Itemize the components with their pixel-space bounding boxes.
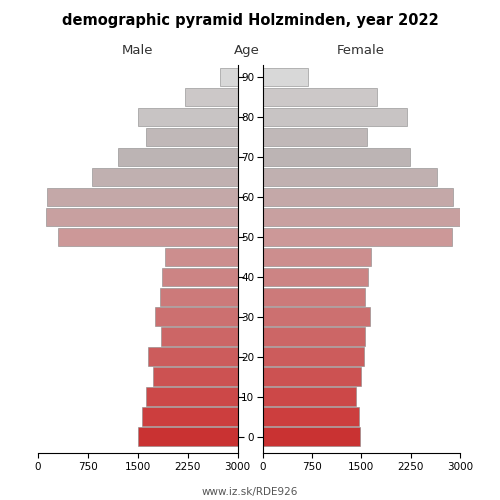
Bar bbox=[46, 208, 238, 226]
Bar bbox=[118, 148, 238, 166]
Bar bbox=[262, 188, 454, 206]
Bar bbox=[262, 228, 452, 246]
Bar bbox=[146, 388, 238, 406]
Bar bbox=[146, 128, 238, 146]
Bar bbox=[262, 128, 367, 146]
Bar bbox=[148, 348, 238, 366]
Bar bbox=[165, 248, 238, 266]
Text: Male: Male bbox=[122, 44, 153, 57]
Bar bbox=[220, 68, 238, 86]
Bar bbox=[160, 288, 238, 306]
Bar bbox=[142, 408, 238, 426]
Bar bbox=[262, 428, 360, 446]
Text: Female: Female bbox=[337, 44, 385, 57]
Text: Age: Age bbox=[234, 44, 260, 57]
Bar bbox=[58, 228, 238, 246]
Bar bbox=[262, 328, 365, 346]
Bar bbox=[262, 408, 360, 426]
Bar bbox=[262, 288, 364, 306]
Bar bbox=[47, 188, 238, 206]
Bar bbox=[161, 328, 238, 346]
Bar bbox=[262, 248, 371, 266]
Bar bbox=[92, 168, 238, 186]
Bar bbox=[162, 268, 238, 286]
Bar bbox=[262, 268, 368, 286]
Bar bbox=[262, 308, 370, 326]
Bar bbox=[262, 148, 410, 166]
Bar bbox=[155, 308, 238, 326]
Bar bbox=[262, 348, 364, 366]
Bar bbox=[262, 88, 377, 106]
Bar bbox=[185, 88, 238, 106]
Bar bbox=[262, 368, 361, 386]
Bar bbox=[153, 368, 238, 386]
Bar bbox=[262, 68, 308, 86]
Bar bbox=[262, 388, 356, 406]
Bar bbox=[138, 108, 237, 126]
Bar bbox=[262, 168, 437, 186]
Bar bbox=[262, 108, 406, 126]
Text: www.iz.sk/RDE926: www.iz.sk/RDE926 bbox=[202, 488, 298, 498]
Text: demographic pyramid Holzminden, year 2022: demographic pyramid Holzminden, year 202… bbox=[62, 12, 438, 28]
Bar bbox=[262, 208, 460, 226]
Bar bbox=[138, 428, 237, 446]
